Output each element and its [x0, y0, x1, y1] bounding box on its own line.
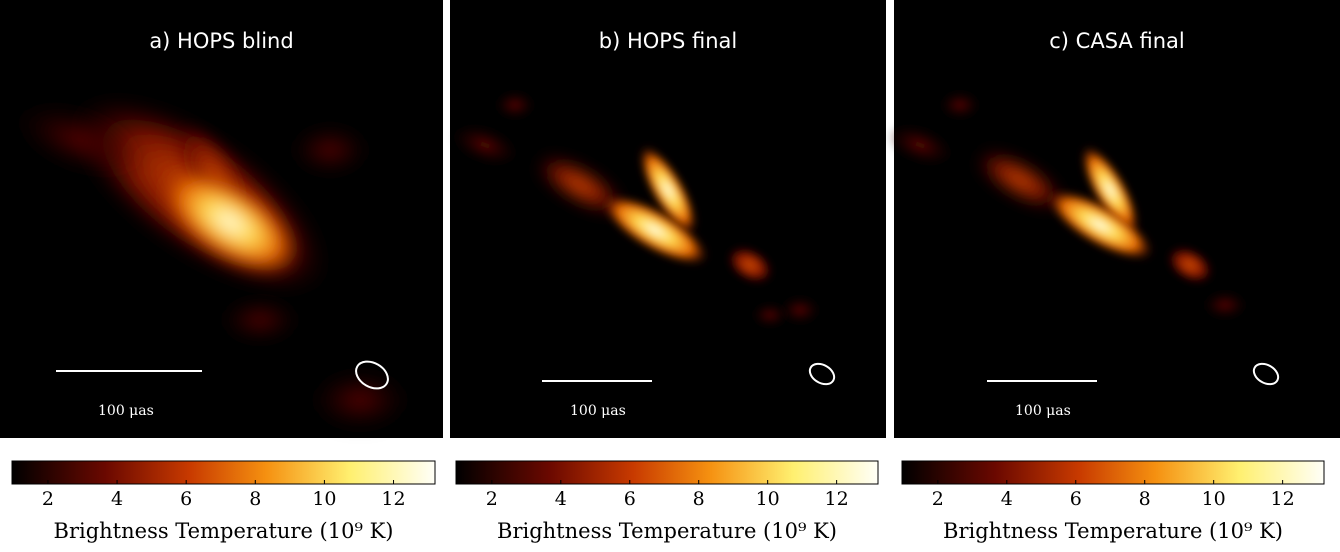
emission: [1047, 190, 1153, 260]
colorbar-tick-label: 4: [111, 488, 123, 510]
colorbar-tick-label: 6: [1070, 488, 1082, 510]
emission: [780, 296, 820, 324]
colorbar: [901, 460, 1325, 485]
emission: [1203, 291, 1247, 319]
colorbar-tick-label: 12: [381, 488, 405, 510]
colorbar-tick-label: 2: [932, 488, 944, 510]
emission: [13, 103, 147, 177]
colorbar-tick-label: 8: [249, 488, 261, 510]
colorbar-tick-label: 12: [825, 488, 849, 510]
emission: [495, 91, 535, 119]
colorbar-tick-label: 6: [180, 488, 192, 510]
emission: [1081, 145, 1139, 235]
beam: [1252, 362, 1280, 386]
emission: [220, 298, 300, 342]
emission: [752, 303, 788, 327]
panel: c) CASA final 100 μas 2 4 6 8 10 12 Brightness T…: [886, 0, 1340, 543]
colorbar-label: Brightness Temperature (10⁹ K): [54, 519, 394, 543]
panel-title: c) CASA final: [1049, 29, 1184, 53]
colorbar: [455, 460, 879, 485]
colorbar-tick-label: 10: [312, 488, 336, 510]
colorbar-tick-label: 8: [693, 488, 705, 510]
colorbar-tick-label: 10: [1202, 488, 1226, 510]
emission: [726, 246, 774, 284]
emission: [975, 150, 1065, 210]
emission: [639, 145, 697, 235]
colorbar: [11, 460, 436, 485]
emission: [602, 195, 708, 265]
colorbar-tick-label: 10: [756, 488, 780, 510]
colorbar-label: Brightness Temperature (10⁹ K): [497, 519, 837, 543]
colorbar-tick-label: 4: [555, 488, 567, 510]
emission: [886, 124, 954, 166]
panel-title: b) HOPS final: [599, 29, 737, 53]
colorbar-tick-label: 2: [486, 488, 498, 510]
panel: a) HOPS blind 100 μas 2 4 6 8 10 12 Brightness T…: [0, 0, 443, 543]
emission: [535, 155, 625, 215]
emission: [1166, 246, 1214, 284]
beam: [355, 360, 389, 390]
panel-title: a) HOPS blind: [149, 29, 293, 53]
scale-label: 100 μas: [570, 403, 626, 419]
beam: [808, 362, 836, 386]
emission: [159, 168, 301, 276]
colorbar-tick-label: 4: [1001, 488, 1013, 510]
emission: [451, 124, 519, 166]
colorbar-label: Brightness Temperature (10⁹ K): [943, 519, 1283, 543]
emission: [290, 125, 370, 175]
scale-label: 100 μas: [98, 403, 154, 419]
colorbar-tick-label: 12: [1271, 488, 1295, 510]
scale-label: 100 μas: [1015, 403, 1071, 419]
colorbar-tick-label: 8: [1139, 488, 1151, 510]
panel: b) HOPS final 100 μas 2 4 6 8 10 12 Brightness T…: [450, 0, 886, 543]
colorbar-tick-label: 2: [42, 488, 54, 510]
colorbar-tick-label: 6: [624, 488, 636, 510]
emission: [940, 91, 980, 119]
